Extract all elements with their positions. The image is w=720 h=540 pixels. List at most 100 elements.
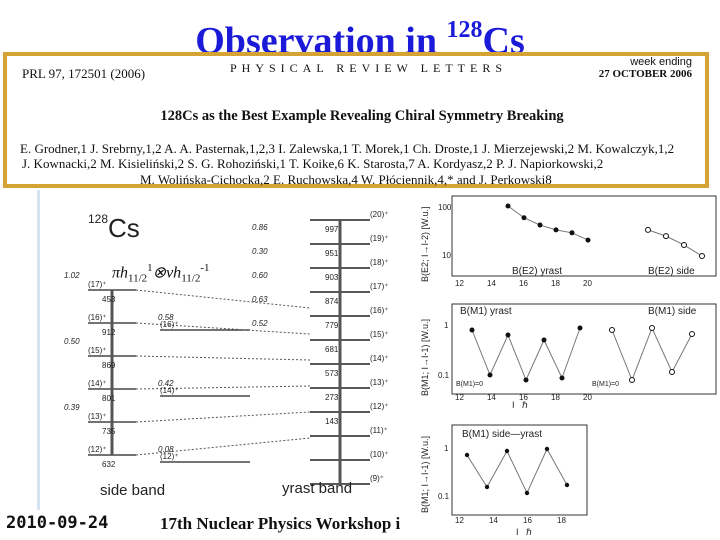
interband-transition [135,437,311,456]
bm1-frame [451,303,717,395]
config-neutron: νh [166,264,182,282]
bm1-side-point [649,325,655,331]
yrast-level-spin: (9)⁺ [370,474,384,483]
bm1-side-point [629,377,635,383]
yrast-level-lifetime: 0.52 [252,319,268,328]
bm1-side-point [689,331,695,337]
diff-xlabel: I [516,527,519,537]
level-scheme: (17)⁺ 453 1.02 (16)⁺ 912 (15)⁺ 869 0.50 (14)⁺ 801… [64,210,388,485]
yrast-level-spin: (17)⁺ [370,282,388,291]
x-tick-label: 12 [455,516,464,525]
x-tick-label: 12 [455,279,464,288]
bm1-yrast-line [471,327,581,382]
bm1-zero-label-a: B(M1)=0 [456,381,483,388]
slide-title-mass: 128 [446,17,483,43]
mid-level-spin: (12)⁺ [160,452,178,461]
be2-ylabel: B(E2; I→I-2) [W.u.] [420,206,430,282]
configuration-label: πh11/21⊗νh11/2-1 [112,262,210,285]
side-level-spin: (17)⁺ [88,280,106,289]
left-accent-rule [37,190,40,510]
bm1-yrast-point [487,372,493,378]
yrast-band-label: yrast band [282,480,353,497]
side-level-lifetime: 0.50 [64,337,80,346]
yrast-level-spin: (12)⁺ [370,402,388,411]
side-level-lifetime: 0.39 [64,403,80,412]
x-tick-label: 16 [519,393,528,402]
diff-line [466,447,568,495]
mid-level-lifetime: 0.58 [158,313,174,322]
side-level-energy: 453 [102,295,116,304]
be2-yrast-point [569,230,575,236]
x-tick-label: 18 [557,516,566,525]
be2-side-point [645,226,651,233]
config-proton-sup: 1 [147,262,153,274]
footer-date: 2010-09-24 [6,513,109,533]
nucleus-mass: 128 [88,212,109,226]
side-level-energy: 735 [102,427,116,436]
bm1-ytick-1: 1 [444,321,449,330]
be2-ytick-100: 100 [438,203,452,212]
side-level-energy: 632 [102,460,116,469]
yrast-level-spin: (11)⁺ [370,426,388,435]
side-level-energy: 869 [102,361,116,370]
side-level-spin: (16)⁺ [88,313,106,322]
yrast-level-energy: 273 [325,393,339,402]
x-tick-label: 20 [583,393,592,402]
diff-xlabel-unit: ℏ [526,527,532,537]
bm1-side-point [609,327,615,333]
be2-yrast-point [537,222,543,228]
bm1-yrast-point [523,377,529,383]
x-tick-label: 14 [489,516,498,525]
be2-side-point [681,241,687,248]
journal-reference: PRL 97, 172501 (2006) [22,66,146,81]
side-level-energy: 912 [102,328,116,337]
paper-title: 128Cs as the Best Example Revealing Chir… [160,108,564,124]
bm1-ytick-01: 0.1 [438,371,450,380]
side-level-spin: (12)⁺ [88,445,106,454]
nucleus-label: 128Cs [88,212,140,244]
bm1-panel: B(M1; I→I-1) [W.u.] 1 0.1 B(M1) yrast B(… [420,303,717,410]
interband-transition [135,411,311,423]
transitions [110,220,342,484]
yrast-level-spin: (14)⁺ [370,354,388,363]
authors-line-2: J. Kownacki,2 M. Kisieliński,2 S. G. Roh… [22,156,604,171]
be2-yrast-line [507,205,589,241]
paper-header-box [3,52,709,188]
diff-ylabel: B(M1; I→I-1) [W.u.] [420,436,430,513]
x-tick-label: 16 [519,279,528,288]
diff-point [544,446,550,452]
be2-yrast-point [553,227,559,233]
bm1-yrast-point [469,327,475,333]
mid-level-spin: (16)⁺ [160,320,178,329]
yrast-level-spin: (19)⁺ [370,234,388,243]
yrast-level-energy: 951 [325,249,339,258]
bm1-yrast-point [505,332,511,338]
side-level-spin: (13)⁺ [88,412,106,421]
be2-yrast-point [521,215,527,221]
diff-point [464,452,470,458]
be2-side-point [699,253,705,260]
config-neutron-sup: -1 [200,262,210,274]
yrast-level-spin: (10)⁺ [370,450,388,459]
config-proton-sub: 11/2 [128,272,148,285]
x-tick-label: 14 [487,279,496,288]
side-level-lifetime: 1.02 [64,271,80,280]
diff-point [564,482,570,488]
bm1-yrast-point [559,375,565,381]
yrast-level-lifetime: 0.60 [252,271,268,280]
be2-legend-yrast: B(E2) yrast [512,266,562,277]
journal-name: PHYSICAL REVIEW LETTERS [230,61,507,75]
yrast-level-spin: (16)⁺ [370,306,388,315]
yrast-level-spin: (13)⁺ [370,378,388,387]
be2-yrast-point [585,237,591,243]
side-level-spin: (14)⁺ [88,379,106,388]
bm1-legend-yrast: B(M1) yrast [460,306,512,317]
yrast-level-energy: 681 [325,345,339,354]
diff-ytick-01: 0.1 [438,492,450,501]
x-tick-label: 18 [551,393,560,402]
bm1-yrast-point [541,337,547,343]
diff-frame [451,424,588,516]
interband-transition [135,289,311,309]
yrast-level-lifetime: 0.86 [252,223,268,232]
footer-event: 17th Nuclear Physics Workshop i [160,514,401,533]
